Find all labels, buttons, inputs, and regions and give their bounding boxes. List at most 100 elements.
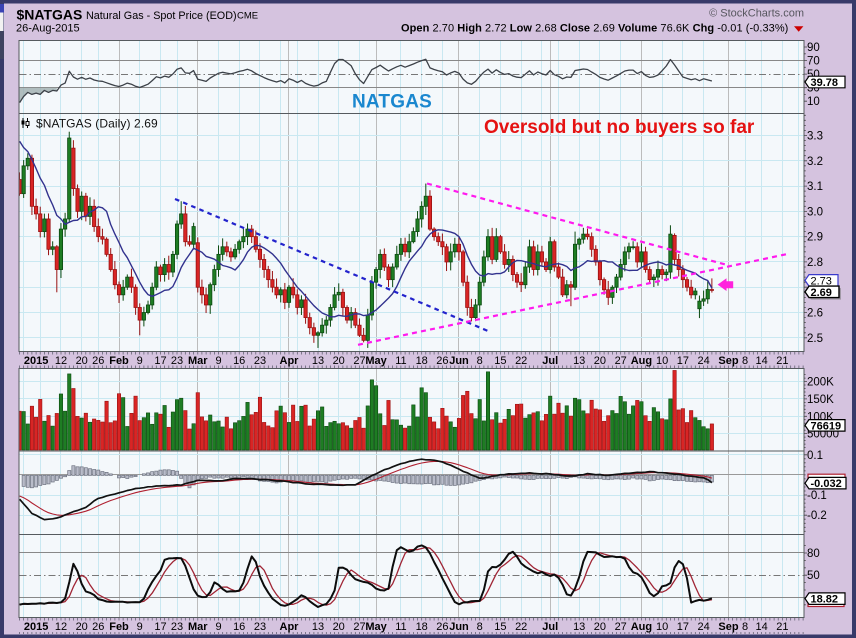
svg-text:9: 9 xyxy=(215,621,221,633)
svg-text:2.73: 2.73 xyxy=(811,275,832,287)
svg-text:2.69: 2.69 xyxy=(811,287,832,299)
svg-text:17: 17 xyxy=(677,621,689,633)
svg-text:May: May xyxy=(365,621,387,633)
svg-text:9: 9 xyxy=(215,355,221,367)
svg-text:Sep: Sep xyxy=(718,355,738,367)
svg-text:3.0: 3.0 xyxy=(807,206,823,218)
svg-text:11: 11 xyxy=(395,621,406,633)
svg-text:2.9: 2.9 xyxy=(807,232,823,244)
svg-text:10: 10 xyxy=(656,621,668,633)
svg-text:2.6: 2.6 xyxy=(807,308,823,320)
svg-text:76619: 76619 xyxy=(811,420,842,432)
svg-text:© StockCharts.com: © StockCharts.com xyxy=(709,8,804,20)
svg-text:Apr: Apr xyxy=(280,621,300,633)
svg-text:8: 8 xyxy=(477,355,483,367)
svg-text:-0.1: -0.1 xyxy=(807,490,827,502)
svg-text:10: 10 xyxy=(656,355,668,367)
svg-text:27: 27 xyxy=(353,355,365,367)
svg-text:8: 8 xyxy=(742,355,748,367)
svg-text:May: May xyxy=(365,355,387,367)
svg-text:200K: 200K xyxy=(807,377,834,389)
svg-text:20: 20 xyxy=(76,621,88,633)
svg-text:Natural Gas - Spot Price (EOD): Natural Gas - Spot Price (EOD) xyxy=(86,10,237,22)
svg-text:Jun: Jun xyxy=(449,621,469,633)
svg-text:-0.2: -0.2 xyxy=(807,510,827,522)
svg-text:9: 9 xyxy=(137,355,143,367)
svg-text:2015: 2015 xyxy=(24,355,48,367)
svg-text:Sep: Sep xyxy=(718,621,738,633)
svg-text:0.1: 0.1 xyxy=(807,450,823,462)
svg-text:2.8: 2.8 xyxy=(807,257,823,269)
svg-text:$NATGAS (Daily) 2.69: $NATGAS (Daily) 2.69 xyxy=(36,117,158,131)
svg-text:20: 20 xyxy=(594,355,606,367)
svg-text:15: 15 xyxy=(494,355,506,367)
svg-text:Aug: Aug xyxy=(631,355,652,367)
svg-text:13: 13 xyxy=(573,621,585,633)
svg-text:26-Aug-2015: 26-Aug-2015 xyxy=(16,23,80,35)
svg-text:Jul: Jul xyxy=(542,621,558,633)
svg-text:17: 17 xyxy=(677,355,689,367)
svg-text:$NATGAS: $NATGAS xyxy=(17,7,83,23)
svg-text:Feb: Feb xyxy=(109,355,129,367)
svg-text:Feb: Feb xyxy=(109,621,129,633)
svg-text:3.3: 3.3 xyxy=(807,131,823,143)
svg-text:15: 15 xyxy=(494,621,506,633)
svg-text:13: 13 xyxy=(573,355,585,367)
svg-text:27: 27 xyxy=(353,621,365,633)
svg-text:12: 12 xyxy=(55,355,67,367)
svg-text:39.78: 39.78 xyxy=(811,77,839,89)
svg-text:22: 22 xyxy=(515,355,527,367)
svg-text:17: 17 xyxy=(154,621,166,633)
svg-text:24: 24 xyxy=(697,355,709,367)
svg-text:Jul: Jul xyxy=(542,355,558,367)
svg-text:18.82: 18.82 xyxy=(811,594,839,606)
svg-text:18: 18 xyxy=(416,621,428,633)
svg-text:3.2: 3.2 xyxy=(807,156,823,168)
svg-text:23: 23 xyxy=(171,621,183,633)
svg-text:26: 26 xyxy=(92,621,104,633)
svg-text:8: 8 xyxy=(477,621,483,633)
svg-text:12: 12 xyxy=(55,621,67,633)
svg-text:16: 16 xyxy=(233,355,245,367)
svg-text:23: 23 xyxy=(171,355,183,367)
svg-text:-0.032: -0.032 xyxy=(811,478,842,490)
svg-text:14: 14 xyxy=(755,355,767,367)
svg-text:90: 90 xyxy=(807,42,820,54)
svg-text:11: 11 xyxy=(395,355,406,367)
svg-text:Apr: Apr xyxy=(280,355,300,367)
svg-text:3.1: 3.1 xyxy=(807,181,823,193)
svg-text:16: 16 xyxy=(233,621,245,633)
svg-text:21: 21 xyxy=(776,355,788,367)
svg-text:Aug: Aug xyxy=(631,621,652,633)
svg-text:50: 50 xyxy=(807,570,820,582)
svg-text:8: 8 xyxy=(742,621,748,633)
svg-text:27: 27 xyxy=(615,355,627,367)
svg-text:Jun: Jun xyxy=(449,355,469,367)
svg-text:20: 20 xyxy=(333,621,345,633)
svg-text:24: 24 xyxy=(697,621,709,633)
svg-text:2.5: 2.5 xyxy=(807,333,823,345)
svg-text:2015: 2015 xyxy=(24,621,48,633)
svg-text:80: 80 xyxy=(807,548,820,560)
svg-text:Mar: Mar xyxy=(188,621,208,633)
svg-text:CME: CME xyxy=(237,11,258,22)
svg-text:21: 21 xyxy=(776,621,788,633)
svg-text:10: 10 xyxy=(807,96,820,108)
svg-text:14: 14 xyxy=(755,621,767,633)
svg-text:150K: 150K xyxy=(807,394,834,406)
svg-text:20: 20 xyxy=(76,355,88,367)
svg-text:20: 20 xyxy=(594,621,606,633)
svg-text:26: 26 xyxy=(436,621,448,633)
svg-text:17: 17 xyxy=(154,355,166,367)
svg-text:18: 18 xyxy=(416,355,428,367)
svg-text:23: 23 xyxy=(254,621,266,633)
svg-text:Oversold but no buyers so far: Oversold but no buyers so far xyxy=(484,117,755,138)
svg-text:22: 22 xyxy=(515,621,527,633)
svg-text:20: 20 xyxy=(333,355,345,367)
svg-text:70: 70 xyxy=(807,56,820,68)
svg-text:Open 2.70 High 2.72 Low 2.68 C: Open 2.70 High 2.72 Low 2.68 Close 2.69 … xyxy=(401,23,788,35)
svg-text:Mar: Mar xyxy=(188,355,208,367)
svg-text:NATGAS: NATGAS xyxy=(352,92,432,113)
svg-text:26: 26 xyxy=(92,355,104,367)
svg-text:13: 13 xyxy=(312,355,324,367)
